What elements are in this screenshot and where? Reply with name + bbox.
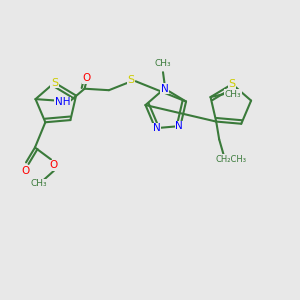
Text: N: N (153, 123, 161, 133)
Text: CH₃: CH₃ (224, 90, 241, 99)
Text: N: N (175, 121, 183, 131)
Text: O: O (21, 166, 30, 176)
Text: CH₃: CH₃ (155, 59, 171, 68)
Text: O: O (83, 73, 91, 83)
Text: CH₃: CH₃ (31, 179, 47, 188)
Text: O: O (50, 160, 58, 170)
Text: S: S (128, 75, 135, 85)
Text: S: S (51, 78, 58, 88)
Text: S: S (229, 79, 236, 89)
Text: CH₂CH₃: CH₂CH₃ (216, 155, 247, 164)
Text: N: N (160, 84, 168, 94)
Text: NH: NH (55, 97, 70, 107)
